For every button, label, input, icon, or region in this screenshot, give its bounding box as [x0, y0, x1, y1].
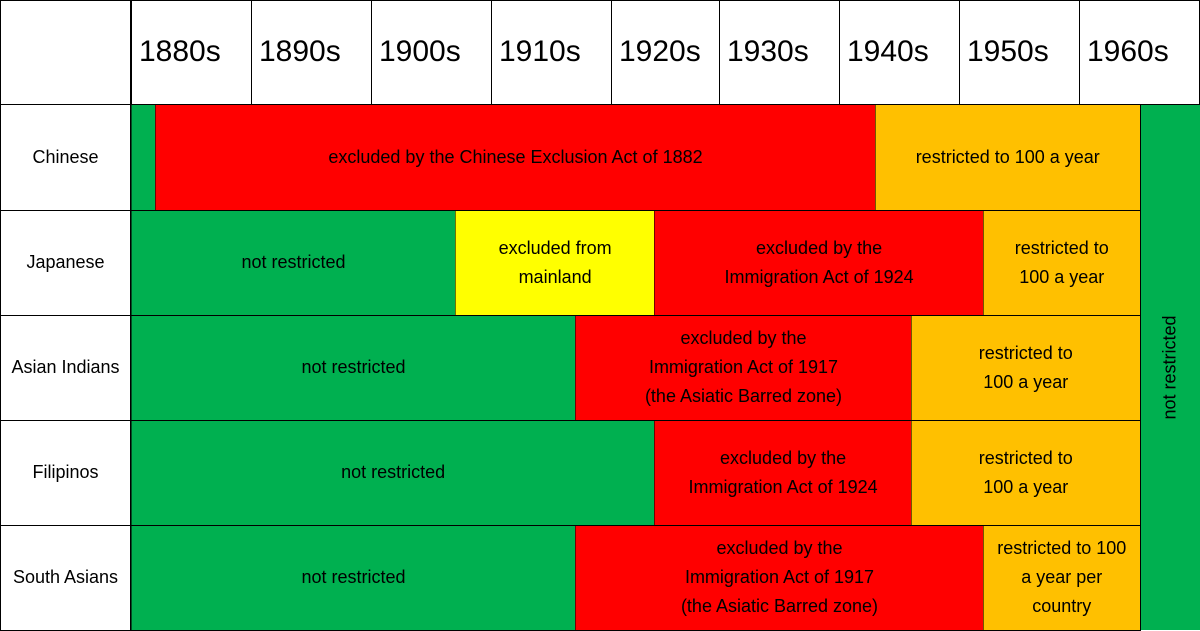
row-label: Filipinos — [32, 462, 99, 482]
row-label: Japanese — [26, 252, 105, 272]
spanning-segment: not restricted — [1140, 105, 1200, 630]
decade-header: 1930s — [719, 0, 839, 104]
grid-line-horizontal — [0, 525, 1141, 526]
grid-line-horizontal — [0, 104, 1200, 105]
timeline-segment: restricted to 100 a year — [911, 315, 1140, 420]
row-label: Chinese — [32, 147, 99, 167]
timeline-segment: restricted to 100 a year — [983, 210, 1140, 315]
row-label: Asian Indians — [11, 357, 120, 377]
grid-line-vertical — [0, 0, 1, 631]
timeline-segment — [131, 105, 155, 210]
grid-line-vertical — [130, 0, 131, 631]
timeline-segment: restricted to 100 a year — [875, 105, 1140, 210]
decade-header: 1960s — [1079, 0, 1200, 104]
grid-line-horizontal — [0, 420, 1141, 421]
grid-line-vertical — [1139, 105, 1141, 630]
timeline-segment: excluded from mainland — [455, 210, 655, 315]
decade-header: 1940s — [839, 0, 959, 104]
grid-line-horizontal — [0, 0, 1200, 1]
grid-line-horizontal — [0, 315, 1141, 316]
timeline-segment: excluded by the Immigration Act of 1924 — [654, 210, 983, 315]
timeline-segment: excluded by the Chinese Exclusion Act of… — [155, 105, 875, 210]
timeline-segment: not restricted — [131, 210, 455, 315]
decade-header: 1890s — [251, 0, 371, 104]
timeline-segment: restricted to 100 a year per country — [983, 525, 1140, 630]
decade-header: 1950s — [959, 0, 1079, 104]
timeline-segment: not restricted — [131, 315, 575, 420]
timeline-segment: excluded by the Immigration Act of 1924 — [654, 420, 911, 525]
timeline-segment: restricted to 100 a year — [911, 420, 1140, 525]
decade-header: 1880s — [131, 0, 251, 104]
decade-header: 1910s — [491, 0, 611, 104]
timeline-segment: not restricted — [131, 420, 655, 525]
grid-line-horizontal — [0, 210, 1141, 211]
timeline-segment: not restricted — [131, 525, 575, 630]
decade-header: 1900s — [371, 0, 491, 104]
spanning-label: not restricted — [1159, 315, 1180, 420]
timeline-segment: excluded by the Immigration Act of 1917 … — [575, 525, 983, 630]
decade-header: 1920s — [611, 0, 719, 104]
row-label: South Asians — [12, 567, 119, 587]
timeline-segment: excluded by the Immigration Act of 1917 … — [575, 315, 911, 420]
